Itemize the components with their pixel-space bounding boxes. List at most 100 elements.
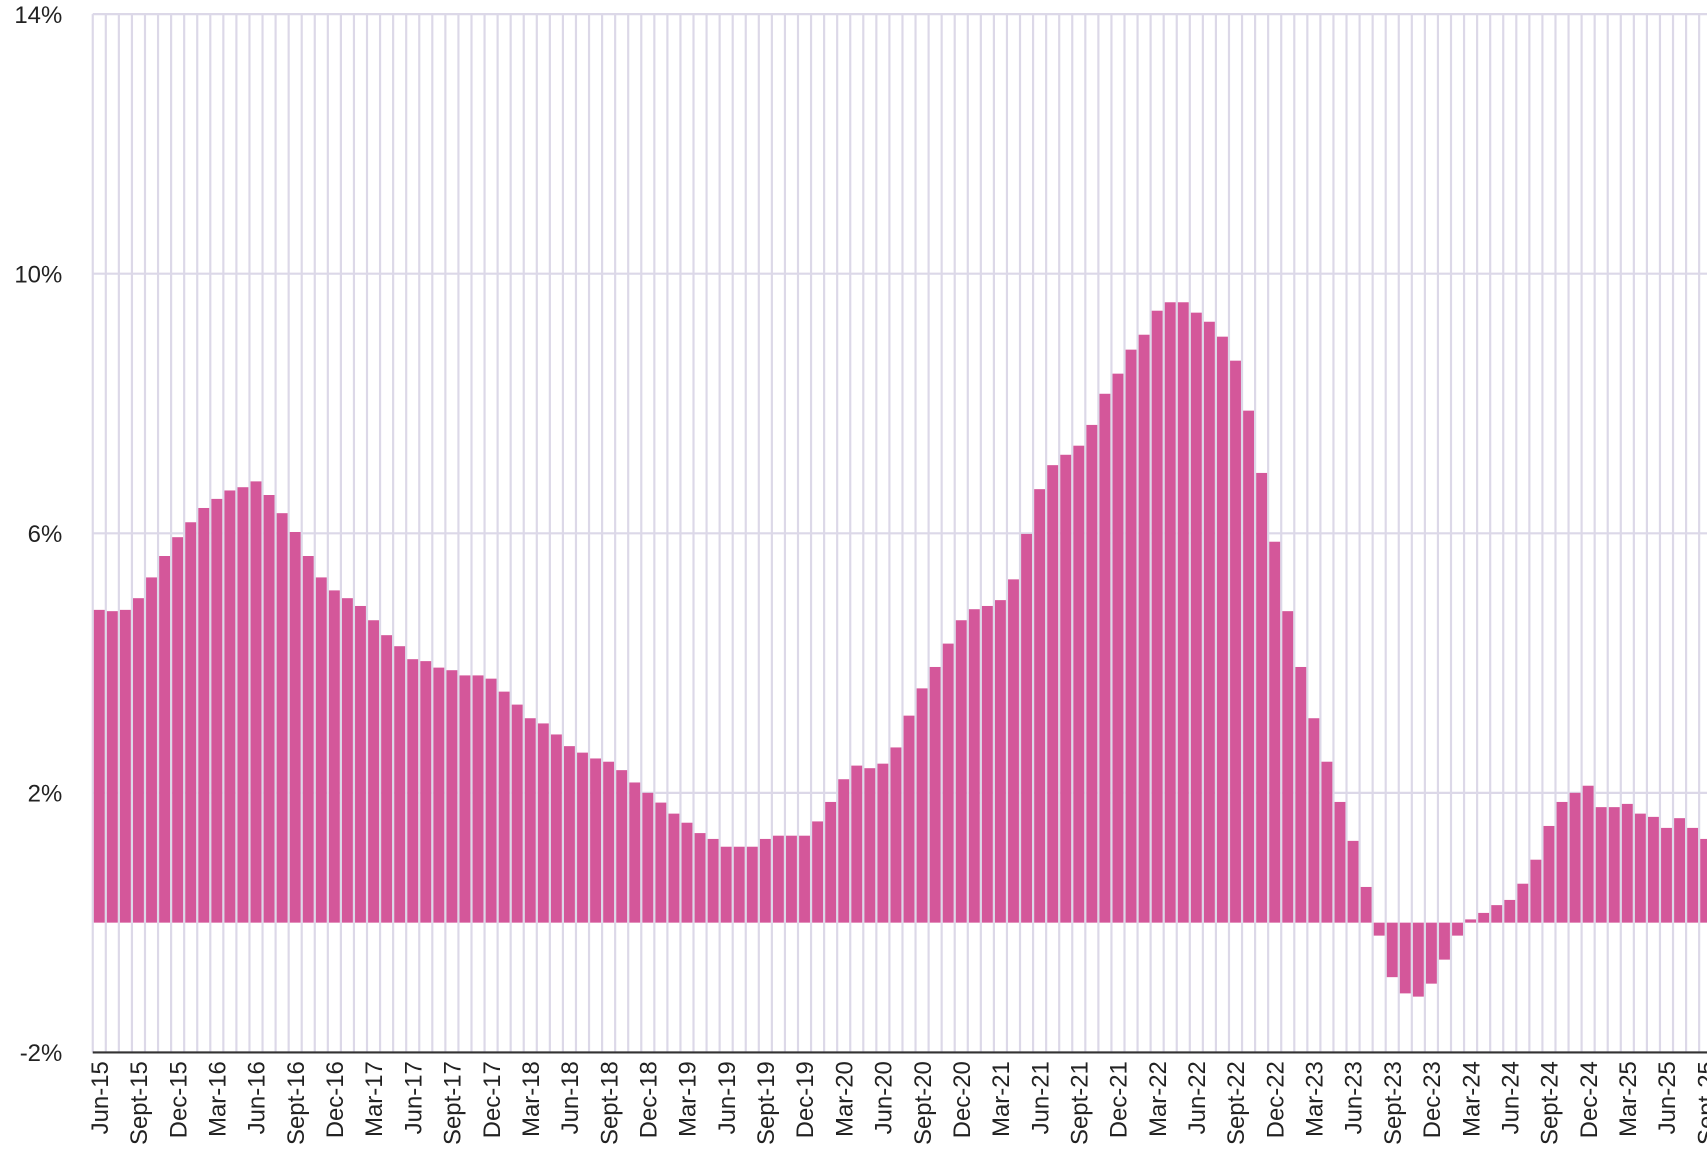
bar — [341, 598, 353, 923]
bar — [1347, 840, 1359, 923]
bar — [1269, 541, 1281, 923]
bar — [1452, 922, 1463, 936]
bar — [929, 666, 941, 923]
x-tick-label: Sept-21 — [1066, 1061, 1093, 1145]
bar — [1687, 827, 1699, 923]
x-tick-label: Jun-23 — [1341, 1061, 1368, 1134]
x-tick-label: Sept-23 — [1380, 1061, 1407, 1145]
bar — [1530, 859, 1542, 923]
x-tick-label: Sept-24 — [1537, 1061, 1564, 1145]
x-tick-label: Sept-15 — [126, 1061, 153, 1145]
bar — [1478, 912, 1490, 923]
bar — [1099, 393, 1111, 923]
bar — [942, 643, 954, 923]
x-tick-label: Mar-22 — [1145, 1061, 1172, 1137]
x-tick-label: Jun-17 — [400, 1061, 427, 1134]
x-tick-label: Mar-18 — [518, 1061, 545, 1137]
bar — [707, 838, 719, 923]
bar — [1543, 825, 1555, 923]
x-tick-label: Jun-21 — [1027, 1061, 1054, 1134]
x-tick-label: Dec-20 — [949, 1061, 976, 1138]
bar — [459, 675, 471, 923]
x-tick-label: Dec-21 — [1106, 1061, 1133, 1138]
bar — [799, 835, 810, 923]
bar — [1700, 838, 1707, 923]
bar — [1373, 922, 1385, 936]
bar — [1151, 310, 1163, 923]
bar — [394, 646, 406, 923]
bar — [185, 522, 197, 923]
bar — [289, 531, 301, 923]
bar — [564, 746, 575, 923]
x-tick-label: Dec-23 — [1419, 1061, 1446, 1138]
bar — [524, 718, 536, 923]
bar — [812, 821, 824, 923]
x-tick-label: Dec-22 — [1262, 1061, 1289, 1138]
y-tick-label: 10% — [14, 261, 62, 288]
bar — [511, 704, 523, 923]
x-tick-label: Jun-18 — [557, 1061, 584, 1134]
bar — [302, 556, 314, 923]
bar — [224, 490, 236, 923]
x-tick-label: Dec-17 — [479, 1061, 506, 1138]
x-tick-label: Sept-22 — [1223, 1061, 1250, 1145]
bar — [1086, 424, 1098, 923]
bar — [93, 609, 105, 923]
bar — [1661, 827, 1672, 923]
bar — [250, 481, 262, 923]
bar — [1674, 818, 1685, 923]
x-tick-label: Jun-16 — [244, 1061, 271, 1134]
bar — [694, 833, 706, 923]
bar — [890, 747, 902, 923]
x-tick-label: Jun-22 — [1184, 1061, 1211, 1134]
bar — [1021, 533, 1032, 923]
bar — [746, 846, 758, 923]
bar — [1556, 801, 1568, 923]
bar — [1334, 801, 1346, 923]
bar — [994, 600, 1006, 923]
bar — [1399, 922, 1411, 994]
x-tick-label: Jun-15 — [87, 1061, 114, 1134]
bar — [1217, 336, 1228, 923]
x-tick-label: Mar-25 — [1615, 1061, 1642, 1137]
bar — [1517, 883, 1529, 923]
bar — [1569, 792, 1581, 923]
bar — [1034, 489, 1046, 923]
x-tick-label: Sept-16 — [283, 1061, 310, 1145]
x-tick-label: Mar-16 — [205, 1061, 232, 1137]
bar — [916, 688, 928, 923]
bar — [1608, 807, 1620, 923]
x-tick-label: Dec-19 — [792, 1061, 819, 1138]
bar — [198, 507, 210, 923]
bar — [1386, 922, 1398, 978]
bar — [772, 835, 784, 923]
bar — [159, 556, 171, 923]
bar — [1047, 465, 1059, 923]
bar — [368, 620, 379, 923]
bar — [1295, 666, 1307, 923]
bar — [877, 763, 889, 923]
x-tick-label: Sept-18 — [596, 1061, 623, 1145]
bar — [577, 752, 588, 923]
bar — [1164, 302, 1176, 923]
bar — [355, 605, 366, 923]
bar — [237, 487, 249, 923]
bar — [733, 846, 745, 923]
bar — [1138, 334, 1150, 923]
x-tick-label: Mar-23 — [1302, 1061, 1329, 1137]
bar — [1060, 454, 1072, 923]
bar — [485, 678, 497, 923]
x-tick-label: Mar-20 — [831, 1061, 858, 1137]
bar — [407, 659, 419, 923]
bar — [864, 768, 876, 923]
x-tick-label: Dec-18 — [636, 1061, 663, 1138]
x-tick-label: Jun-24 — [1497, 1061, 1524, 1134]
bar — [550, 734, 562, 923]
x-tick-label: Sept-25 — [1693, 1061, 1707, 1145]
bar — [446, 670, 458, 923]
bar — [106, 611, 118, 923]
bar — [1491, 905, 1503, 923]
bar — [1647, 816, 1659, 923]
x-tick-label: Jun-25 — [1654, 1061, 1681, 1134]
